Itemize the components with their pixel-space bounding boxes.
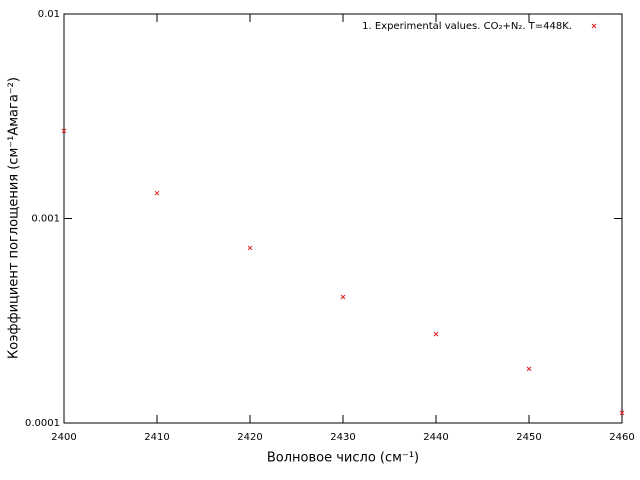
point xyxy=(247,245,253,251)
x-tick-label: 2450 xyxy=(516,432,541,443)
y-tick-label: 0.001 xyxy=(31,214,60,225)
x-tick-label: 2400 xyxy=(51,432,76,443)
y-axis-label: Коэффициент поглощения (см⁻¹Амага⁻²) xyxy=(7,77,22,359)
x-axis-label: Волновое число (см⁻¹) xyxy=(267,451,419,466)
x-tick-label: 2420 xyxy=(237,432,262,443)
x-tick-label: 2440 xyxy=(423,432,448,443)
y-tick-label: 0.01 xyxy=(38,9,60,20)
point xyxy=(433,331,439,337)
y-tick-label: 0.0001 xyxy=(25,418,60,429)
x-tick-label: 2460 xyxy=(609,432,634,443)
point xyxy=(340,294,346,300)
plot-frame xyxy=(63,13,623,424)
point xyxy=(61,128,67,134)
point xyxy=(526,366,532,372)
x-tick-label: 2410 xyxy=(144,432,169,443)
point xyxy=(154,190,160,196)
point xyxy=(619,410,625,416)
legend-marker xyxy=(591,23,597,29)
x-tick-label: 2430 xyxy=(330,432,355,443)
legend-label: 1. Experimental values. CO₂+N₂. T=448K. xyxy=(362,21,572,32)
